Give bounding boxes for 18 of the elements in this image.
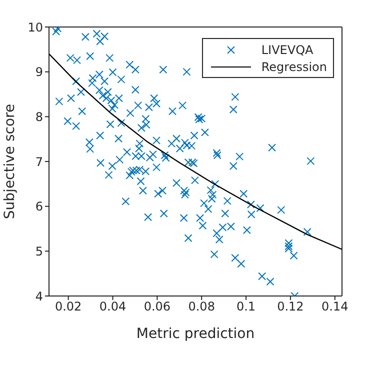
y-tick-label: 6 <box>35 200 43 214</box>
legend-label: Regression <box>261 60 327 74</box>
legend-label: LIVEVQA <box>261 42 314 56</box>
x-tick-label: 0.12 <box>277 300 304 314</box>
y-tick-label: 5 <box>35 244 43 258</box>
x-axis-title: Metric prediction <box>136 326 255 342</box>
x-tick-label: 0.04 <box>99 300 126 314</box>
x-tick-label: 0.1 <box>236 300 256 314</box>
x-tick-label: 0.06 <box>144 300 171 314</box>
y-tick-label: 4 <box>35 289 43 304</box>
x-tick-label: 0.08 <box>188 300 215 314</box>
x-tick-label: 0.02 <box>54 300 82 314</box>
y-tick-label: 10 <box>28 20 43 34</box>
y-tick-label: 8 <box>35 110 43 124</box>
y-tick-label: 9 <box>35 65 43 80</box>
y-tick-label: 7 <box>35 154 43 169</box>
x-tick-label: 0.14 <box>322 300 348 314</box>
y-axis-title: Subjective score <box>2 104 18 220</box>
